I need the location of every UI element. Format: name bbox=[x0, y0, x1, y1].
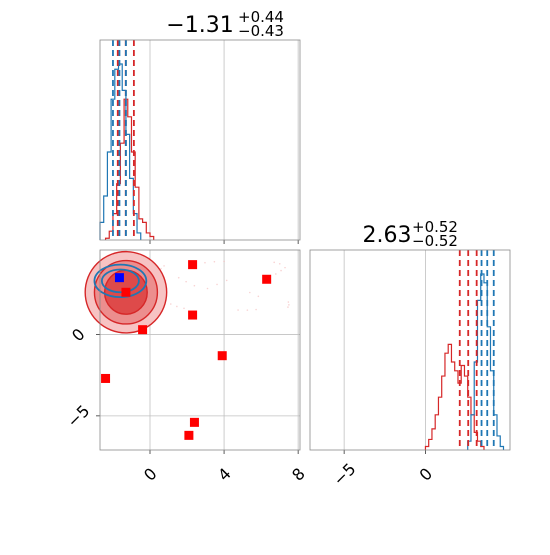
scatter-sample bbox=[273, 261, 275, 264]
scatter-point-3 bbox=[138, 325, 148, 335]
right-marginal-xtick-label-0: −5 bbox=[329, 459, 359, 489]
scatter-point-7 bbox=[184, 430, 194, 440]
scatter-sample bbox=[248, 291, 251, 294]
scatter-xtick-label-0: 0 bbox=[140, 464, 161, 485]
scatter-sample bbox=[237, 309, 239, 311]
scatter-sample bbox=[177, 276, 180, 279]
scatter-ytick-label-0: 0 bbox=[68, 325, 89, 346]
scatter-ytick-label-1: −5 bbox=[63, 401, 93, 431]
scatter-sample bbox=[278, 263, 281, 265]
right-title-main: 2.63 bbox=[363, 223, 412, 248]
scatter-sample bbox=[183, 307, 185, 310]
scatter-sample bbox=[223, 260, 225, 263]
top-title-sup: +0.44 bbox=[238, 8, 284, 26]
scatter-xtick-label-2: 8 bbox=[288, 464, 309, 485]
scatter-sample bbox=[216, 283, 218, 286]
scatter-frame bbox=[99, 249, 301, 451]
scatter-sample bbox=[193, 284, 196, 287]
scatter-sample bbox=[257, 295, 260, 298]
blue-contour-0 bbox=[93, 263, 148, 299]
scatter-point-5 bbox=[101, 373, 111, 383]
scatter-sample bbox=[255, 308, 257, 311]
scatter-sample bbox=[163, 265, 165, 267]
scatter-point-1 bbox=[262, 274, 272, 284]
scatter-sample bbox=[185, 280, 187, 283]
scatter-sample bbox=[176, 305, 178, 308]
scatter-point-6 bbox=[189, 417, 199, 427]
scatter-sample bbox=[206, 287, 209, 290]
top-panel-title: −1.31 bbox=[166, 13, 233, 38]
right-panel-title: 2.63 bbox=[363, 223, 412, 248]
blue-contour-1 bbox=[100, 268, 140, 294]
scatter-sample bbox=[287, 301, 290, 303]
scatter-xtick-label-1: 4 bbox=[214, 464, 235, 485]
scatter-sample bbox=[213, 260, 216, 263]
scatter-point-9 bbox=[114, 273, 124, 283]
right-marginal-hist-red bbox=[424, 343, 485, 450]
scatter-sample bbox=[284, 266, 286, 269]
scatter-sample bbox=[287, 306, 289, 308]
scatter-point-4 bbox=[217, 351, 227, 361]
scatter-point-0 bbox=[188, 260, 198, 270]
scatter-sample bbox=[204, 261, 206, 264]
top-marginal-frame bbox=[99, 39, 301, 241]
scatter-point-2 bbox=[188, 310, 198, 320]
right-title-sup: +0.52 bbox=[412, 218, 458, 236]
scatter-sample bbox=[160, 267, 162, 270]
top-title-sub: −0.43 bbox=[238, 22, 284, 40]
right-marginal-xtick-label-1: 0 bbox=[415, 464, 436, 485]
scatter-sample bbox=[169, 303, 172, 305]
scatter-sample bbox=[246, 309, 249, 311]
scatter-sample bbox=[275, 273, 277, 275]
scatter-sample bbox=[225, 279, 228, 282]
top-title-main: −1.31 bbox=[166, 13, 233, 38]
scatter-point-8 bbox=[121, 287, 131, 297]
right-marginal-hist-blue bbox=[467, 273, 505, 450]
scatter-sample bbox=[288, 304, 290, 306]
right-title-sub: −0.52 bbox=[412, 232, 458, 250]
scatter-sample bbox=[280, 269, 282, 272]
right-marginal-frame bbox=[309, 249, 511, 451]
